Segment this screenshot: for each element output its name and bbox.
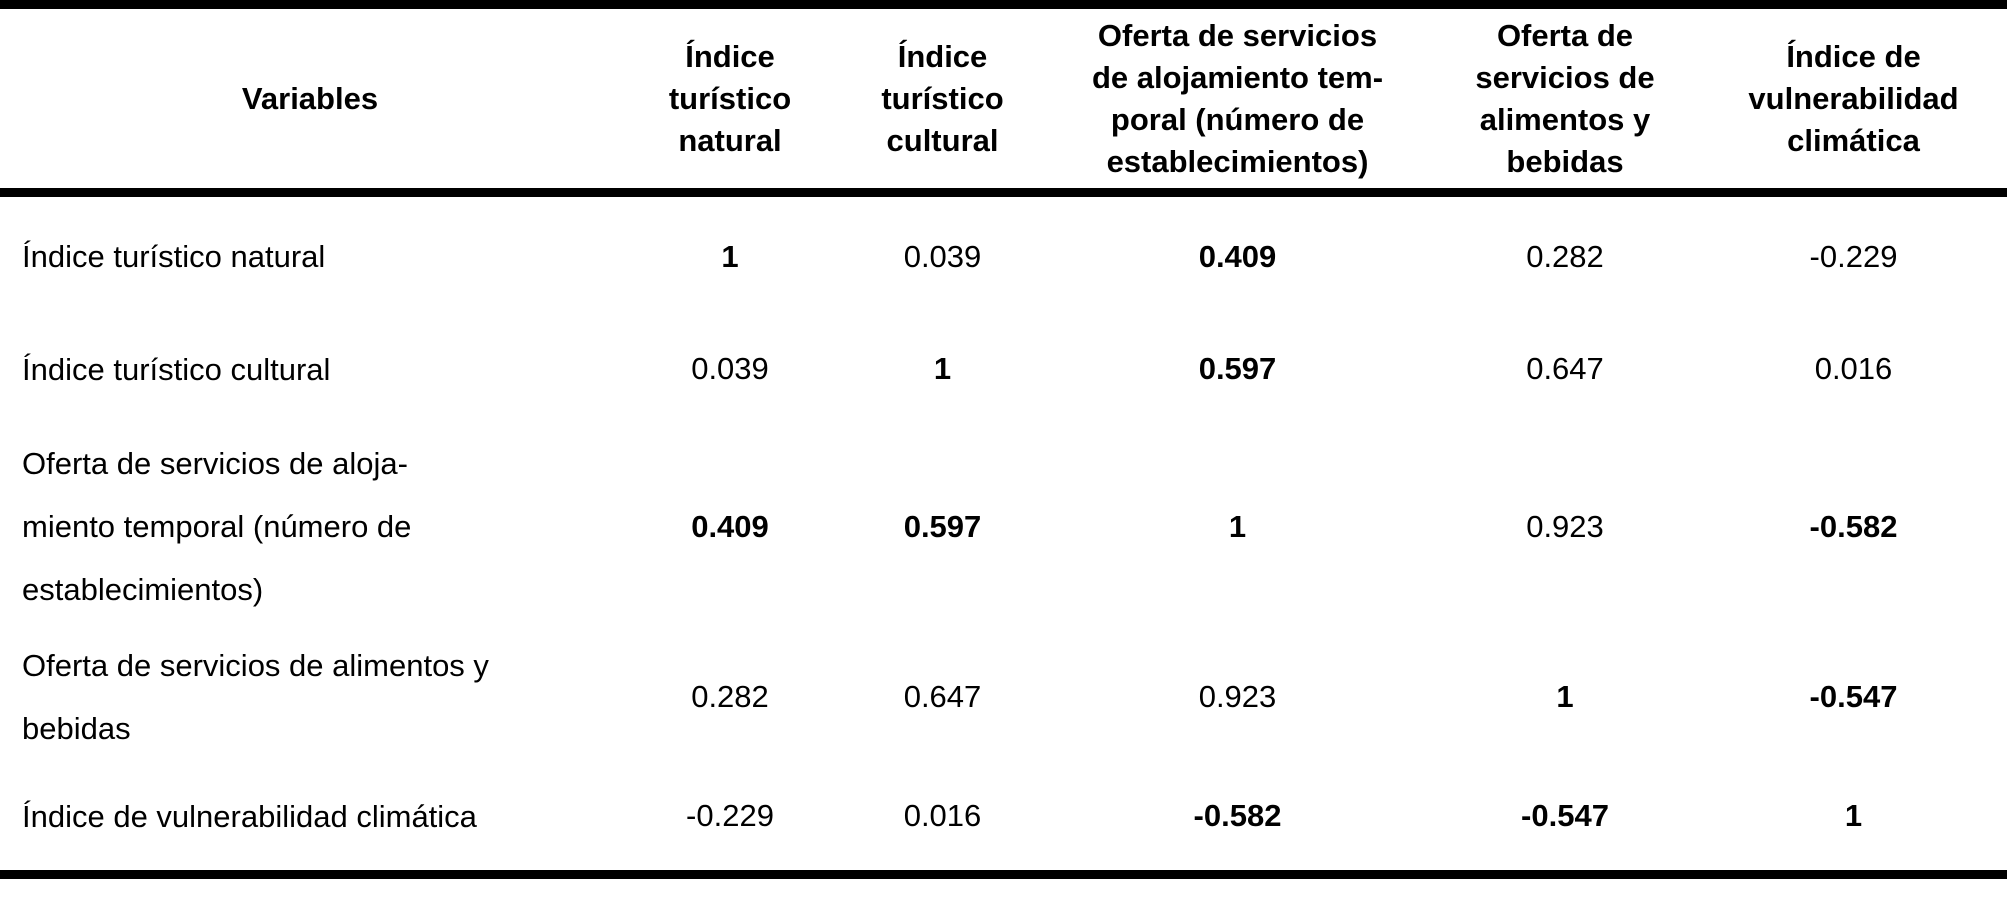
row-label: Oferta de servicios de aloja- miento tem… — [22, 446, 412, 607]
header-cell-indice-turistico-cultural: Índice turístico cultural — [881, 38, 1004, 158]
value-cell: -0.582 — [1809, 508, 1898, 544]
value-cell: -0.547 — [1521, 798, 1609, 834]
value-cell: 0.409 — [1198, 238, 1277, 274]
value-cell: 1 — [1228, 508, 1247, 544]
header-cell-oferta-alimentos: Oferta de servicios de alimentos y bebid… — [1475, 17, 1655, 179]
value-cell: 0.647 — [903, 679, 982, 714]
value-cell: 0.039 — [903, 238, 982, 274]
header-cell-indice-turistico-natural: Índice turístico natural — [668, 38, 792, 158]
header-cell-indice-vulnerabilidad: Índice de vulnerabilidad climática — [1748, 38, 1959, 158]
row-label: Índice turístico natural — [22, 239, 326, 275]
value-cell: 0.923 — [1198, 679, 1277, 714]
value-cell: 0.016 — [903, 798, 982, 834]
row-label: Índice de vulnerabilidad climática — [22, 798, 477, 834]
header-row: Variables Índice turístico natural Índic… — [0, 5, 2007, 193]
value-cell: 0.409 — [691, 508, 769, 544]
value-cell: 0.647 — [1526, 351, 1604, 386]
row-label: Índice turístico cultural — [22, 351, 331, 387]
table-row-indice-vulnerabilidad: Índice de vulnerabilidad climática -0.22… — [0, 763, 2007, 875]
correlation-matrix-table: Variables Índice turístico natural Índic… — [0, 0, 2007, 879]
value-cell: -0.229 — [1809, 238, 1898, 274]
value-cell: 0.282 — [691, 679, 769, 714]
value-cell: 0.923 — [1526, 508, 1604, 544]
value-cell: -0.582 — [1193, 798, 1282, 834]
header-cell-variables: Variables — [241, 80, 379, 116]
value-cell: 0.016 — [1814, 351, 1893, 386]
row-label: Oferta de servicios de alimentos y bebid… — [22, 648, 489, 746]
table-row-oferta-alojamiento: Oferta de servicios de aloja- miento tem… — [0, 422, 2007, 632]
value-cell: -0.547 — [1809, 679, 1898, 714]
table-header: Variables Índice turístico natural Índic… — [0, 5, 2007, 193]
table-row-oferta-alimentos: Oferta de servicios de alimentos y bebid… — [0, 632, 2007, 763]
value-cell: 1 — [721, 238, 739, 274]
table-body: Índice turístico natural 1 0.039 0.409 0… — [0, 193, 2007, 875]
value-cell: 0.039 — [691, 351, 769, 386]
header-cell-oferta-alojamiento: Oferta de servicios de alojamiento tem- … — [1091, 17, 1384, 179]
value-cell: 1 — [1556, 679, 1574, 714]
value-cell: 0.597 — [1198, 351, 1277, 386]
value-cell: 0.282 — [1526, 238, 1604, 274]
table-row-indice-turistico-natural: Índice turístico natural 1 0.039 0.409 0… — [0, 193, 2007, 317]
value-cell: -0.229 — [686, 798, 774, 834]
table-row-indice-turistico-cultural: Índice turístico cultural 0.039 1 0.597 … — [0, 317, 2007, 422]
value-cell: 0.597 — [903, 508, 982, 544]
value-cell: 1 — [1844, 798, 1863, 834]
value-cell: 1 — [933, 351, 952, 386]
